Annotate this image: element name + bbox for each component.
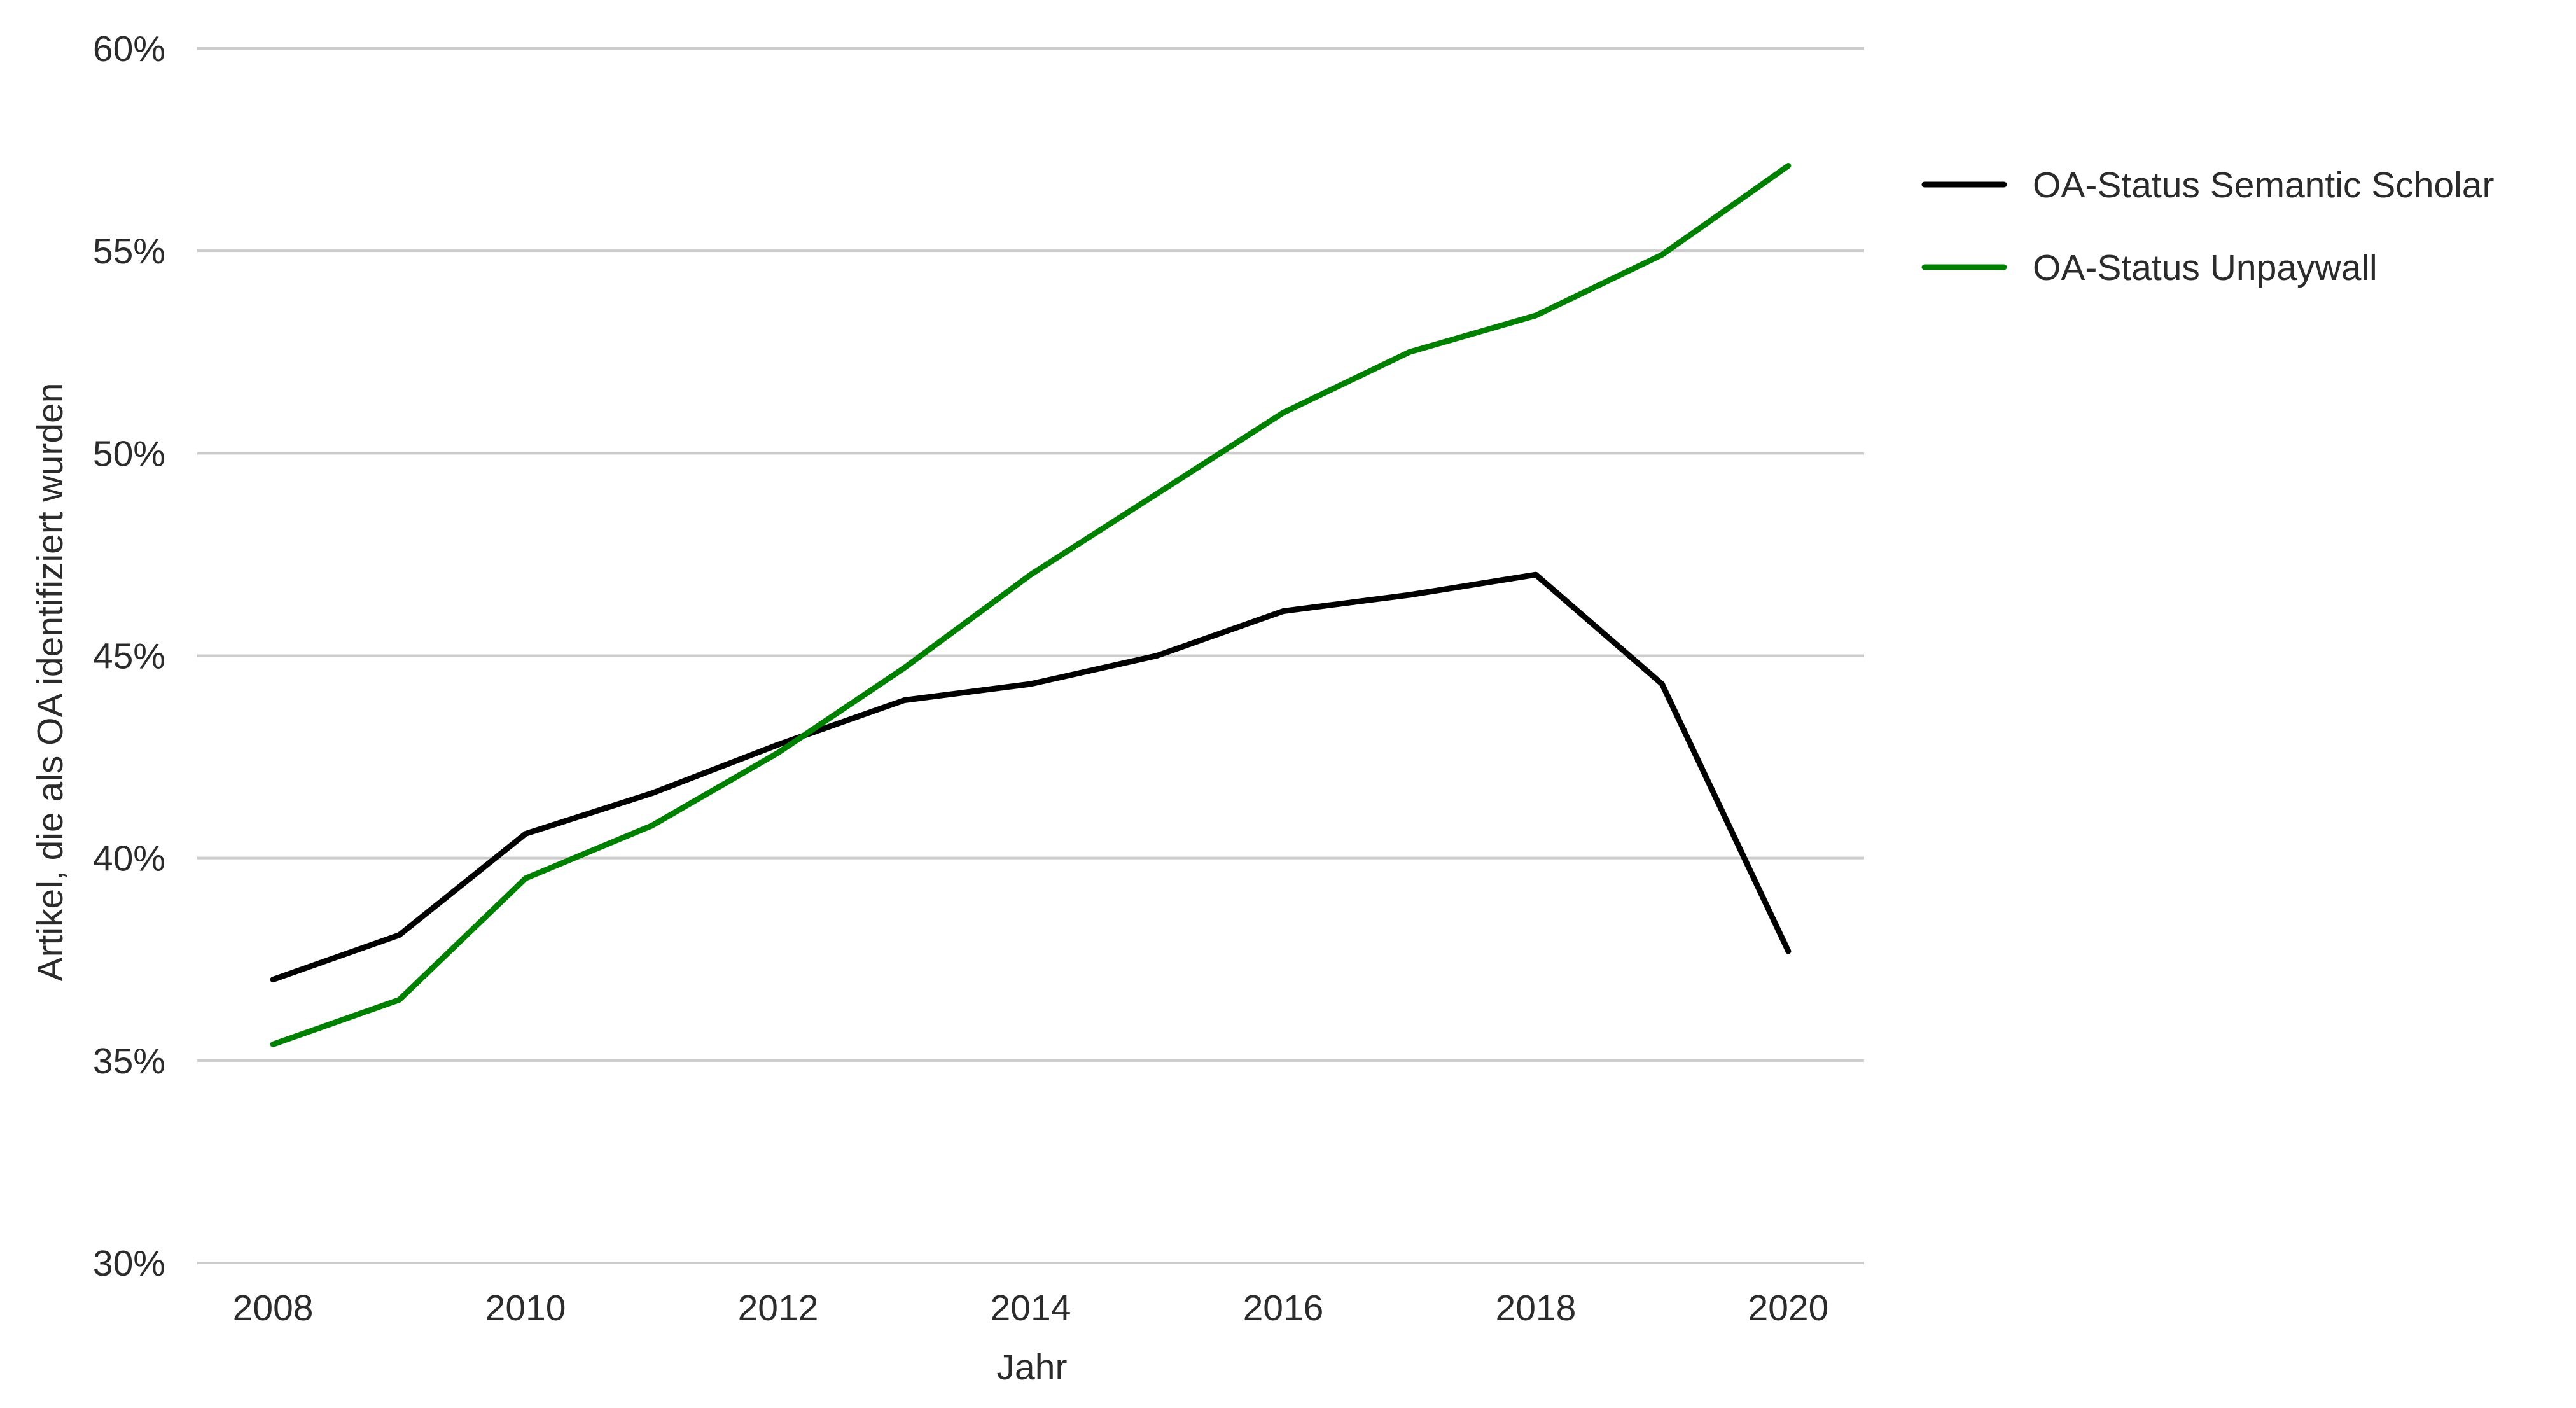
y-tick-label: 40% — [93, 839, 165, 879]
x-tick-label: 2014 — [991, 1288, 1071, 1328]
y-axis-title: Artikel, die als OA identifiziert wurden — [30, 383, 71, 982]
y-tick-label: 35% — [93, 1041, 165, 1082]
x-axis-tick-labels: 2008 2010 2012 2014 2016 2018 2020 — [233, 1288, 1829, 1328]
series-lines — [270, 163, 1792, 1047]
y-tick-label: 55% — [93, 231, 165, 272]
x-tick-label: 2010 — [485, 1288, 566, 1328]
x-tick-label: 2008 — [233, 1288, 314, 1328]
gridlines — [197, 47, 1864, 1264]
y-tick-label: 30% — [93, 1243, 165, 1284]
x-tick-label: 2018 — [1496, 1288, 1577, 1328]
x-tick-label: 2016 — [1243, 1288, 1324, 1328]
y-tick-label: 60% — [93, 29, 165, 69]
legend-label-semantic-scholar: OA-Status Semantic Scholar — [2033, 165, 2494, 206]
series-line-unpaywall — [270, 163, 1792, 1047]
x-tick-label: 2020 — [1748, 1288, 1829, 1328]
legend-label-unpaywall: OA-Status Unpaywall — [2033, 247, 2378, 288]
y-axis-tick-labels: 30% 35% 40% 45% 50% 55% 60% — [93, 29, 165, 1284]
y-tick-label: 45% — [93, 636, 165, 677]
y-tick-label: 50% — [93, 433, 165, 474]
x-axis-title: Jahr — [997, 1347, 1068, 1388]
series-line-semantic-scholar — [270, 571, 1792, 983]
x-tick-label: 2012 — [738, 1288, 819, 1328]
legend: OA-Status Semantic Scholar OA-Status Unp… — [1921, 165, 2494, 288]
